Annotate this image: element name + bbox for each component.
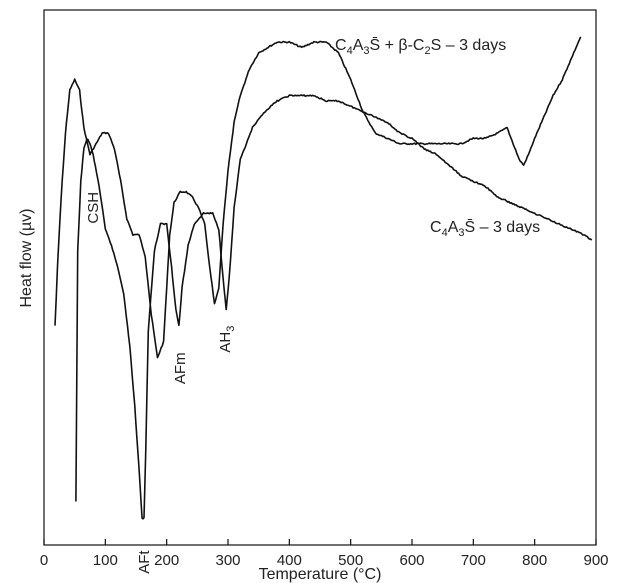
x-tick-label: 0 bbox=[40, 552, 48, 569]
plot-frame bbox=[43, 9, 597, 546]
series-label-c4a3s: C4A3S̄ – 3 days bbox=[430, 219, 540, 239]
x-tick-label: 200 bbox=[154, 552, 179, 569]
x-axis-title: Temperature (°C) bbox=[259, 566, 382, 583]
series-line-0 bbox=[54, 36, 582, 359]
annotations: CSH AFm AH3 AFt bbox=[85, 192, 237, 574]
x-tick-label: 900 bbox=[583, 552, 608, 569]
x-tick-label: 700 bbox=[461, 552, 486, 569]
x-tick-label: 800 bbox=[522, 552, 547, 569]
axes bbox=[43, 9, 597, 546]
series-line-1 bbox=[75, 94, 593, 520]
x-ticks: 0 100 200 300 400 500 600 700 800 900 bbox=[40, 539, 609, 569]
annotation-afm: AFm bbox=[172, 352, 189, 384]
y-axis-title: Heat flow (µv) bbox=[18, 208, 35, 307]
x-tick-label: 300 bbox=[215, 552, 240, 569]
x-tick-label: 400 bbox=[277, 552, 302, 569]
series-label-c4a3s-c2s: C4A3S̄ + β-C2S – 3 days bbox=[335, 37, 506, 57]
x-tick-label: 600 bbox=[399, 552, 424, 569]
annotation-csh: CSH bbox=[85, 192, 102, 224]
annotation-ah: AH3 bbox=[217, 326, 237, 353]
curves bbox=[54, 36, 593, 520]
annotation-aft: AFt bbox=[136, 550, 153, 574]
x-tick-label: 100 bbox=[93, 552, 118, 569]
x-tick-label: 500 bbox=[338, 552, 363, 569]
